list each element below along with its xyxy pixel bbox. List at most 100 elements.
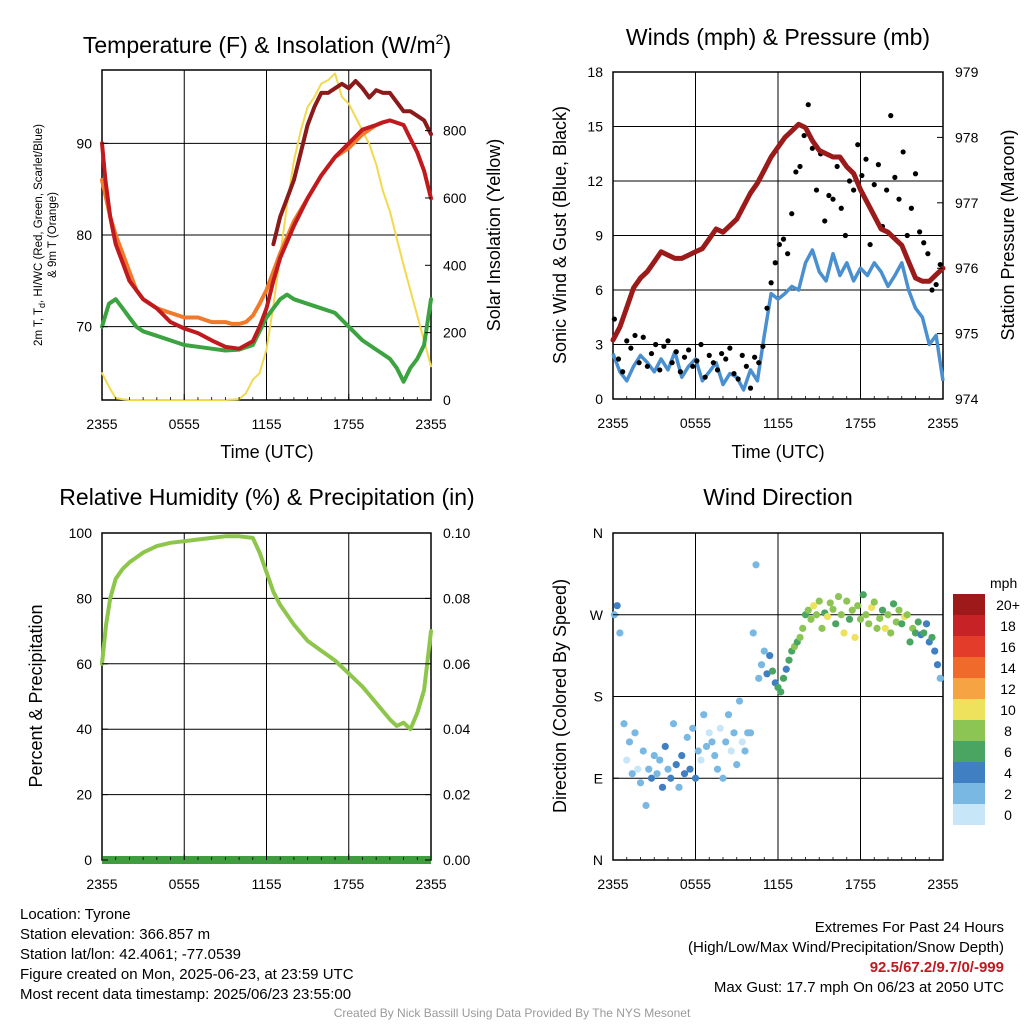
y-tick-label: 978 <box>955 129 979 145</box>
gust-point <box>624 338 630 344</box>
max-gust-text: Max Gust: 17.7 mph On 06/23 at 2050 UTC <box>713 979 1004 996</box>
direction-point <box>876 614 884 622</box>
direction-point <box>928 633 936 642</box>
extremes-legend: (High/Low/Max Wind/Precipitation/Snow De… <box>688 939 1004 956</box>
direction-point <box>878 606 887 614</box>
x-tick-label: 2355 <box>597 876 628 892</box>
direction-point <box>667 774 675 782</box>
direction-point <box>620 720 628 728</box>
direction-point <box>650 751 658 760</box>
x-tick-label: 2355 <box>415 416 446 432</box>
direction-point <box>818 624 826 632</box>
y-tick-label: 18 <box>587 64 603 80</box>
gust-point <box>752 354 758 360</box>
direction-point <box>812 611 821 619</box>
gust-point <box>884 187 890 193</box>
direction-point <box>851 633 859 642</box>
winds-y-label-left: Sonic Wind & Gust (Blue, Black) <box>550 106 570 364</box>
direction-point <box>766 652 774 660</box>
direction-y-label: Direction (Colored By Speed) <box>550 579 570 813</box>
direction-point <box>689 724 697 732</box>
gust-point <box>851 187 857 193</box>
direction-point <box>636 779 645 787</box>
temperature-x-label: Time (UTC) <box>220 442 313 462</box>
direction-point <box>782 665 790 673</box>
gust-point <box>719 350 725 357</box>
direction-point <box>672 761 680 769</box>
direction-point <box>785 656 793 664</box>
direction-point <box>843 597 851 605</box>
gust-point <box>846 178 853 184</box>
gust-point <box>921 240 927 246</box>
gust-point <box>892 174 898 180</box>
legend-label: 8 <box>1004 723 1012 739</box>
direction-point <box>691 774 700 782</box>
humidity-title: Relative Humidity (%) & Precipitation (i… <box>59 484 474 510</box>
legend-label: 4 <box>1004 765 1012 781</box>
direction-point <box>760 647 768 655</box>
gust-point <box>917 229 923 235</box>
gust-point <box>768 280 774 286</box>
direction-point <box>840 629 848 637</box>
legend-label: 12 <box>1000 681 1016 697</box>
direction-point <box>815 597 823 605</box>
y-tick-label: 6 <box>595 282 603 298</box>
winds-title: Winds (mph) & Pressure (mb) <box>626 24 930 50</box>
gust-point <box>760 343 766 349</box>
y-tick-label: 0.06 <box>443 656 470 672</box>
y-tick-label: 0 <box>443 392 451 408</box>
x-tick-label: 1155 <box>251 416 281 432</box>
direction-point <box>763 670 771 678</box>
gust-point <box>615 356 622 362</box>
y-tick-label: 12 <box>587 173 603 189</box>
x-tick-label: 2355 <box>86 876 117 892</box>
direction-point <box>873 624 881 632</box>
direction-point <box>658 783 667 791</box>
speed-legend: 20+ 18 16 14 12 10 8 6 4 2 0 <box>953 594 1020 825</box>
temperature-y-label-left: 2m T, Td, HI/WC (Red, Green, Scarlet/Blu… <box>33 124 47 346</box>
direction-point <box>799 624 807 632</box>
x-tick-label: 1755 <box>333 876 364 892</box>
gust-point <box>834 163 840 170</box>
temperature-series-line <box>100 292 433 384</box>
x-tick-label: 0555 <box>169 416 200 432</box>
direction-point <box>779 674 788 682</box>
gust-point <box>731 370 737 377</box>
legend-swatch <box>953 783 985 804</box>
direction-point <box>881 624 889 632</box>
gust-point <box>797 163 803 170</box>
gust-point <box>677 369 683 375</box>
direction-point <box>733 761 741 769</box>
gust-point <box>644 363 650 369</box>
direction-point <box>920 629 928 637</box>
pressure-line <box>610 121 946 343</box>
gust-point <box>657 367 663 373</box>
direction-point <box>834 592 843 601</box>
extremes-title: Extremes For Past 24 Hours <box>814 919 1004 936</box>
direction-point <box>931 647 939 655</box>
direction-point <box>616 629 624 637</box>
x-tick-label: 0555 <box>680 876 711 892</box>
gust-point <box>842 232 848 239</box>
gust-point <box>723 356 729 362</box>
direction-point <box>639 747 647 755</box>
direction-point <box>653 770 661 778</box>
direction-point <box>911 629 920 637</box>
direction-point <box>625 738 634 746</box>
legend-label: 10 <box>1000 702 1016 718</box>
gust-point <box>830 196 836 202</box>
gust-point <box>908 205 914 211</box>
direction-point <box>848 606 856 614</box>
gust-point <box>611 316 617 322</box>
direction-point <box>768 667 777 675</box>
legend-label: 6 <box>1004 744 1012 760</box>
x-tick-label: 1755 <box>845 415 876 431</box>
y-tick-label: E <box>594 770 603 786</box>
y-tick-label: 100 <box>69 525 93 541</box>
direction-point <box>719 774 727 782</box>
gust-point <box>925 251 931 257</box>
direction-point <box>722 738 730 746</box>
direction-point <box>867 603 876 612</box>
direction-point <box>705 729 713 737</box>
